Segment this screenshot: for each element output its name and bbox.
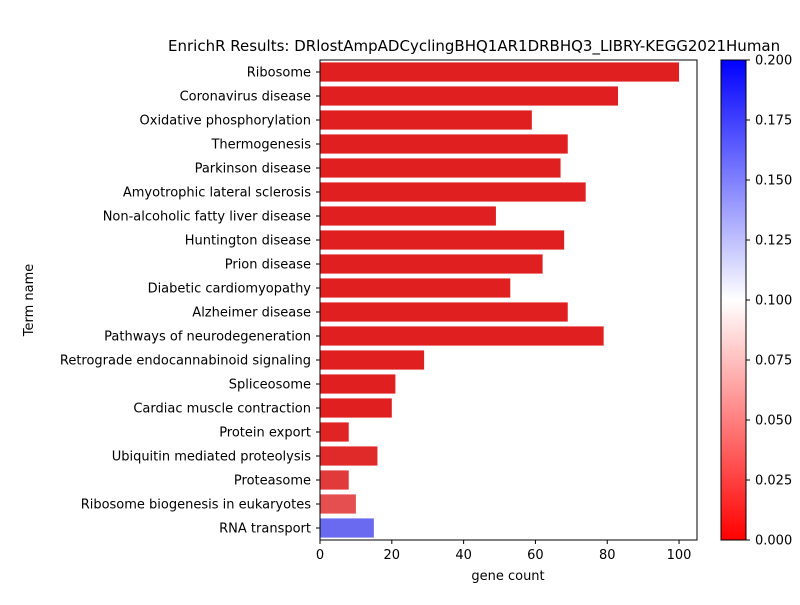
colorbar-tick-label: 0.175 [755, 114, 792, 129]
y-tick-label: Diabetic cardiomyopathy [148, 282, 312, 297]
bar-16 [320, 446, 378, 466]
x-tick-label: 60 [527, 548, 544, 563]
bar-7 [320, 230, 565, 250]
colorbar-tick-label: 0.075 [755, 354, 792, 369]
y-tick-label: Huntington disease [185, 234, 311, 249]
y-tick-label: Parkinson disease [195, 162, 311, 177]
x-tick-label: 40 [455, 548, 472, 563]
x-tick-label: 80 [599, 548, 616, 563]
x-axis-title: gene count [471, 569, 544, 584]
bar-5 [320, 182, 586, 202]
y-tick-label: Protein export [219, 426, 311, 441]
y-tick-label: Spliceosome [229, 378, 311, 393]
bar-8 [320, 254, 543, 274]
x-tick-label: 0 [316, 548, 324, 563]
y-tick-label: Prion disease [225, 258, 311, 273]
chart-title: EnrichR Results: DRlostAmpADCyclingBHQ1A… [168, 37, 780, 56]
x-tick-label: 20 [384, 548, 401, 563]
y-tick-label: Ribosome [247, 66, 311, 81]
bar-12 [320, 350, 425, 370]
bar-1 [320, 86, 619, 106]
colorbar-tick-label: 0.000 [755, 534, 792, 549]
bar-3 [320, 134, 568, 154]
bar-9 [320, 278, 511, 298]
y-tick-label: Ubiquitin mediated proteolysis [112, 450, 312, 465]
colorbar-tick-label: 0.100 [755, 294, 792, 309]
bar-4 [320, 158, 561, 178]
x-axis: 0 20 40 60 80 100 [316, 540, 692, 563]
bar-0 [320, 62, 680, 82]
bar-13 [320, 374, 396, 394]
x-tick-label: 100 [667, 548, 692, 563]
bars-layer [320, 62, 680, 538]
colorbar-tick-label: 0.125 [755, 234, 792, 249]
colorbar-tick-label: 0.200 [755, 54, 792, 69]
y-tick-label: Amyotrophic lateral sclerosis [123, 186, 311, 201]
y-tick-label: Pathways of neurodegeneration [104, 330, 311, 345]
plot-frame [319, 59, 698, 541]
y-axis-title: Term name [22, 264, 37, 338]
y-tick-label: Alzheimer disease [192, 306, 311, 321]
bar-19 [320, 518, 374, 538]
bar-6 [320, 206, 496, 226]
y-tick-label: Non-alcoholic fatty liver disease [103, 210, 311, 225]
bar-14 [320, 398, 392, 418]
y-tick-label: Coronavirus disease [180, 90, 311, 105]
bar-2 [320, 110, 532, 130]
y-tick-label: Cardiac muscle contraction [133, 402, 311, 417]
colorbar [720, 59, 747, 541]
bar-11 [320, 326, 604, 346]
bar-18 [320, 494, 356, 514]
colorbar-tick-label: 0.025 [755, 474, 792, 489]
colorbar-tick-label: 0.150 [755, 174, 792, 189]
bar-15 [320, 422, 349, 442]
y-tick-label: Proteasome [234, 474, 311, 489]
colorbar-axis: 0.000 0.025 0.050 0.075 0.100 0.125 0.150 0.175… [746, 54, 792, 549]
colorbar-tick-label: 0.050 [755, 414, 792, 429]
y-tick-label: Retrograde endocannabinoid signaling [60, 354, 311, 369]
y-axis: Ribosome Coronavirus disease Oxidative pho… [60, 66, 320, 537]
bar-17 [320, 470, 349, 490]
y-tick-label: RNA transport [219, 522, 311, 537]
bar-10 [320, 302, 568, 322]
y-tick-label: Thermogenesis [210, 138, 311, 153]
y-tick-label: Oxidative phosphorylation [140, 114, 311, 129]
y-tick-label: Ribosome biogenesis in eukaryotes [81, 498, 312, 513]
